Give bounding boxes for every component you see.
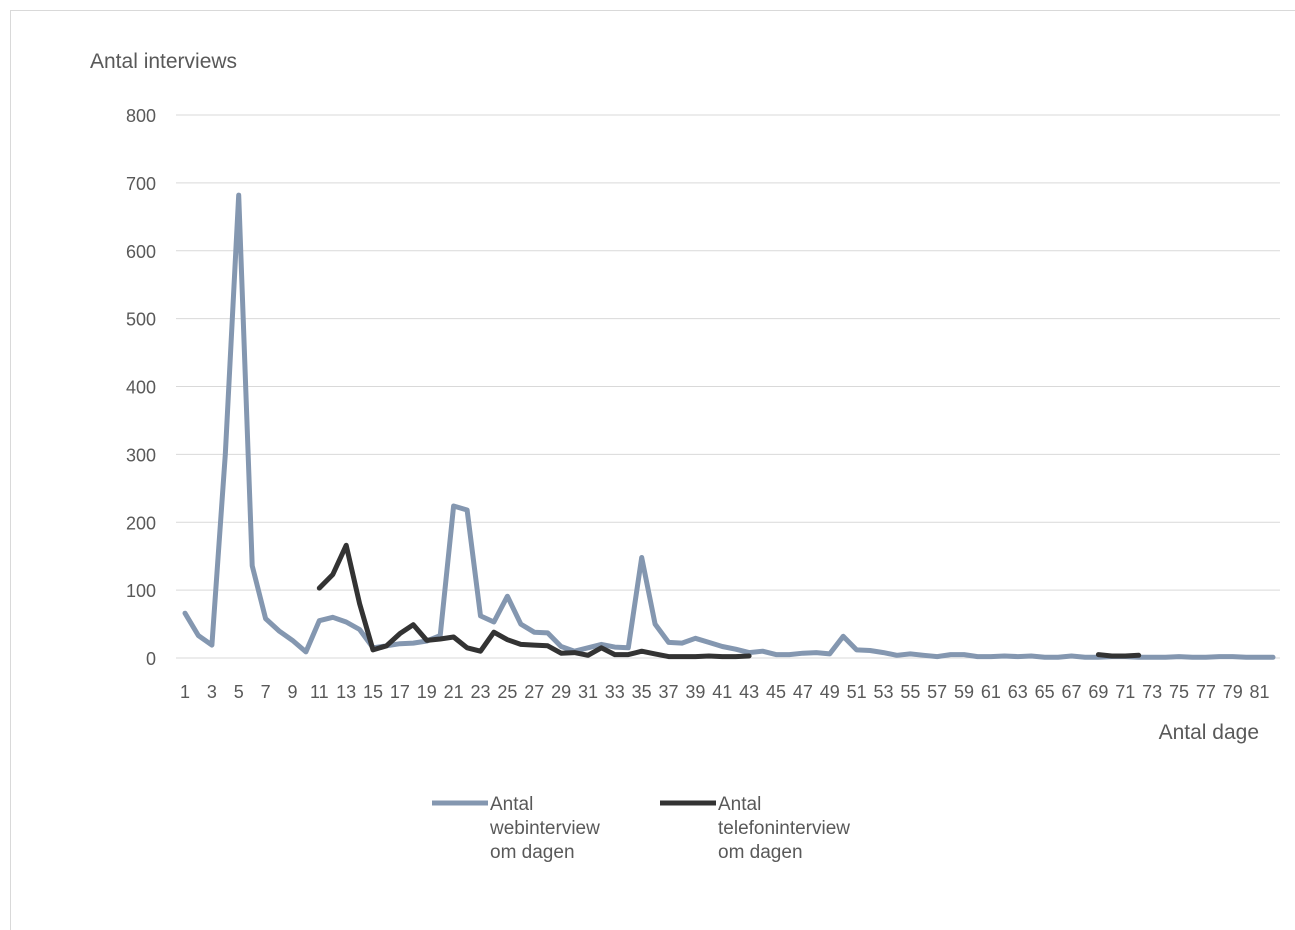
x-tick-label: 13 <box>336 682 356 702</box>
x-tick-label: 11 <box>310 682 329 702</box>
x-tick-labels: 1 3 5 7 9 11 13 15 17 19 21 23 25 27 29 31 33 35 37 39 41 43 4… <box>180 682 1270 702</box>
x-tick-label: 15 <box>363 682 383 702</box>
series-lines <box>182 192 1276 660</box>
x-tick-label: 59 <box>954 682 974 702</box>
x-axis-label: Antal dage <box>1159 721 1259 744</box>
x-tick-label: 79 <box>1223 682 1243 702</box>
x-tick-label: 27 <box>524 682 544 702</box>
x-tick-label: 81 <box>1250 682 1270 702</box>
x-tick-label: 65 <box>1035 682 1055 702</box>
y-tick-label: 0 <box>146 649 156 669</box>
x-tick-label: 47 <box>793 682 813 702</box>
series-line-telefon-0 <box>316 542 752 660</box>
x-tick-label: 23 <box>470 682 490 702</box>
x-tick-label: 37 <box>659 682 679 702</box>
x-tick-label: 7 <box>261 682 271 702</box>
series-line-telefon-1 <box>1095 652 1142 659</box>
x-tick-label: 55 <box>900 682 920 702</box>
x-tick-label: 53 <box>873 682 893 702</box>
x-tick-label: 5 <box>234 682 244 702</box>
y-tick-label: 600 <box>126 242 156 262</box>
y-tick-label: 300 <box>126 445 156 465</box>
legend-label-web: Antal webinterview om dagen <box>489 794 600 863</box>
x-tick-label: 57 <box>927 682 947 702</box>
y-axis-label: Antal interviews <box>90 50 237 73</box>
gridlines <box>176 114 1280 659</box>
series-line-web-0 <box>182 192 1276 660</box>
y-tick-label: 100 <box>126 581 156 601</box>
x-tick-label: 73 <box>1142 682 1162 702</box>
x-tick-label: 17 <box>390 682 410 702</box>
x-tick-label: 3 <box>207 682 217 702</box>
x-tick-label: 9 <box>287 682 297 702</box>
chart-frame <box>10 10 1295 930</box>
x-tick-label: 35 <box>632 682 652 702</box>
x-tick-label: 43 <box>739 682 759 702</box>
x-tick-label: 69 <box>1088 682 1108 702</box>
y-tick-label: 400 <box>126 378 156 398</box>
x-tick-label: 41 <box>712 682 732 702</box>
x-tick-label: 19 <box>417 682 437 702</box>
x-tick-label: 21 <box>444 682 464 702</box>
x-tick-label: 31 <box>578 682 598 702</box>
x-tick-label: 39 <box>685 682 705 702</box>
y-tick-label: 800 <box>126 106 156 126</box>
x-tick-label: 63 <box>1008 682 1028 702</box>
x-tick-label: 77 <box>1196 682 1216 702</box>
legend-label-telefon: Antal telefoninterview om dagen <box>718 794 850 863</box>
x-tick-label: 49 <box>820 682 840 702</box>
x-tick-label: 33 <box>605 682 625 702</box>
x-tick-label: 75 <box>1169 682 1189 702</box>
x-tick-label: 45 <box>766 682 786 702</box>
y-tick-labels: 0 100 200 300 400 500 600 700 800 <box>126 106 156 669</box>
x-tick-label: 25 <box>497 682 517 702</box>
y-tick-label: 500 <box>126 310 156 330</box>
x-tick-label: 51 <box>847 682 867 702</box>
x-tick-label: 67 <box>1062 682 1082 702</box>
legend: Antal webinterview om dagen Antal telefonint… <box>432 794 850 863</box>
x-tick-label: 1 <box>180 682 190 702</box>
x-tick-label: 29 <box>551 682 571 702</box>
x-tick-label: 61 <box>981 682 1001 702</box>
y-tick-label: 200 <box>126 513 156 533</box>
y-tick-label: 700 <box>126 174 156 194</box>
x-tick-label: 71 <box>1115 682 1135 702</box>
